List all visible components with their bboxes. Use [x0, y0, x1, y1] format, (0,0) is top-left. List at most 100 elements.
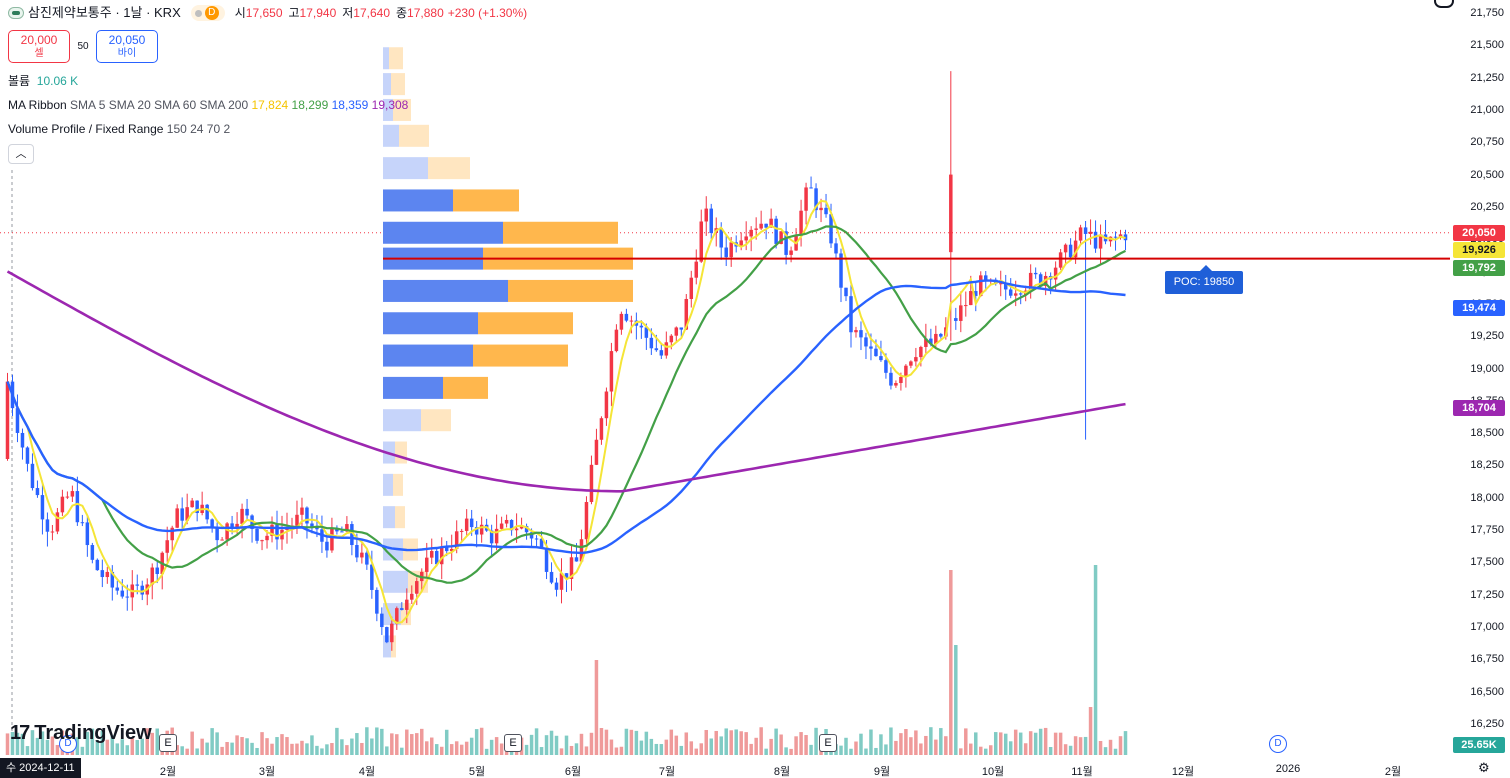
volume-bar	[1013, 729, 1018, 755]
vp-row-buy	[383, 312, 478, 335]
x-tick-label: 2월	[1384, 766, 1402, 778]
close-label: 종	[396, 6, 408, 20]
candle-body	[385, 627, 389, 643]
volume-bar	[330, 743, 334, 755]
earnings-event-icon[interactable]: E	[504, 734, 522, 752]
volume-bar	[225, 742, 229, 755]
candle-body	[60, 496, 65, 513]
candle-body	[779, 231, 783, 244]
candle-body	[614, 329, 619, 352]
earnings-event-icon[interactable]: E	[159, 734, 177, 752]
data-badge[interactable]: D	[190, 5, 225, 21]
candle-body	[809, 187, 813, 189]
trade-panel: 20,000 셀 50 20,050 바이	[8, 30, 158, 63]
volume-bar	[649, 738, 654, 755]
y-tick-label: 19,250	[1470, 330, 1504, 343]
volume-bar	[584, 746, 589, 755]
earnings-event-icon[interactable]: E	[819, 734, 837, 752]
candle-body	[669, 335, 674, 343]
vp-row-buy	[383, 124, 399, 147]
volume-bar	[639, 740, 644, 755]
volume-bar	[554, 735, 559, 755]
candle-body	[425, 557, 429, 572]
vp-row-buy	[383, 221, 503, 244]
volume-bar	[734, 729, 738, 755]
candle-body	[1093, 231, 1098, 249]
candle-body	[879, 356, 883, 361]
candle-body	[874, 348, 878, 357]
buy-button[interactable]: 20,050 바이	[96, 30, 158, 63]
candle-body	[415, 581, 419, 594]
vp-row-buy	[383, 570, 408, 593]
volume-bar	[804, 735, 808, 755]
volume-bar	[984, 748, 988, 755]
volume-bar	[879, 734, 883, 755]
symbol-title[interactable]: 삼진제약보통주 · 1날 · KRX	[28, 5, 181, 20]
y-tick-label: 18,000	[1470, 491, 1504, 504]
volume-bar	[1123, 731, 1128, 755]
candle-body	[235, 523, 239, 528]
collapse-legend-button[interactable]: ︿	[8, 144, 34, 164]
candle-body	[439, 546, 444, 565]
volume-bar	[659, 744, 664, 755]
ma-ribbon-legend[interactable]: MA Ribbon SMA 5 SMA 20 SMA 60 SMA 200 17…	[8, 97, 408, 113]
candle-body	[454, 531, 459, 549]
candle-body	[789, 250, 793, 255]
dividend-letter: D	[64, 738, 72, 749]
candle-body	[135, 584, 140, 586]
x-tick-label: 12월	[1171, 766, 1195, 778]
candle-body	[270, 524, 274, 536]
vp-row-sell	[393, 473, 403, 496]
volume-legend[interactable]: 볼륨 10.06 K	[8, 73, 78, 89]
volume-bar	[439, 746, 444, 755]
candle-body	[410, 593, 414, 600]
volume-bar	[295, 743, 299, 755]
candle-body	[65, 496, 70, 498]
y-tick-label: 20,250	[1470, 200, 1504, 213]
candle-body	[295, 514, 299, 526]
sell-button[interactable]: 20,000 셀	[8, 30, 70, 63]
candle-body	[220, 539, 224, 541]
candle-body	[709, 208, 713, 234]
volume-bar	[559, 748, 564, 755]
candle-body	[1098, 234, 1103, 249]
price-axis[interactable]: 16,250 16,500 16,750 17,000 17,250 17,500 17,7…	[1450, 0, 1510, 778]
candle-body	[824, 207, 828, 215]
volume-bar	[305, 743, 309, 755]
settings-gear-icon[interactable]: ⚙	[1478, 760, 1490, 775]
candle-body	[250, 515, 254, 529]
dividend-event-icon[interactable]: D	[59, 735, 77, 753]
symbol-legend: 삼진제약보통주 · 1날 · KRX D 시 17,650 고 17,940 저 17…	[8, 5, 531, 21]
volume-bar	[95, 740, 100, 755]
volume-bar	[889, 727, 893, 755]
candle-body	[265, 535, 269, 541]
candle-body	[909, 361, 913, 366]
volume-bar	[604, 729, 609, 755]
chevron-up-icon: ︿	[15, 148, 27, 160]
candle-body	[904, 365, 908, 377]
candle-body	[574, 557, 579, 562]
volume-bar	[1028, 731, 1033, 755]
candle-body	[50, 531, 55, 533]
volume-bar	[1053, 732, 1058, 755]
dividend-event-icon[interactable]: D	[1269, 735, 1287, 753]
scroll-top-button[interactable]	[1434, 0, 1454, 8]
volume-bar	[240, 737, 244, 755]
sma5-value: 17,824	[251, 98, 289, 112]
volume-bar	[55, 744, 60, 755]
volume-profile-legend[interactable]: Volume Profile / Fixed Range 150 24 70 2	[8, 121, 230, 137]
candle-body	[210, 519, 214, 528]
volume-bar	[370, 738, 374, 755]
volume-bar	[1113, 748, 1118, 755]
candle-body	[1018, 293, 1023, 295]
earnings-letter: E	[824, 737, 832, 749]
volume-bar	[320, 748, 324, 755]
candle-body	[434, 551, 439, 565]
volume-bar	[634, 730, 639, 755]
volume-bar	[534, 728, 539, 755]
vp-row-sell	[453, 189, 519, 212]
candle-body	[110, 571, 115, 588]
sma200-line	[6, 270, 1126, 493]
y-tick-label: 21,500	[1470, 39, 1504, 52]
